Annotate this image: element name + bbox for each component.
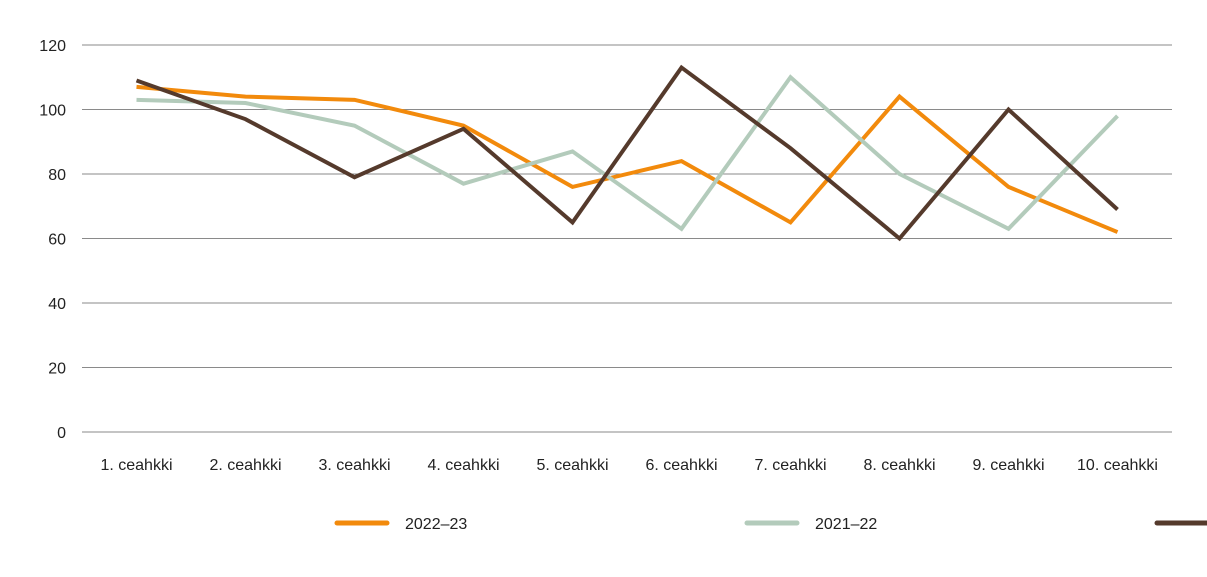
y-tick-label: 60 [48, 232, 66, 249]
series-line-2020–21 [135, 64, 1119, 242]
x-tick-label: 8. ceahkki [863, 457, 935, 474]
x-tick-label: 9. ceahkki [972, 457, 1044, 474]
y-tick-label: 100 [39, 103, 66, 120]
legend-label: 2022–23 [405, 516, 467, 533]
y-tick-label: 20 [48, 361, 66, 378]
x-tick-label: 6. ceahkki [645, 457, 717, 474]
x-tick-label: 3. ceahkki [318, 457, 390, 474]
y-tick-label: 120 [39, 38, 66, 55]
y-tick-label: 80 [48, 167, 66, 184]
x-tick-label: 1. ceahkki [100, 457, 172, 474]
series-line-2021–22 [136, 74, 1119, 232]
x-tick-label: 2. ceahkki [209, 457, 281, 474]
series-line-2022–23 [136, 84, 1119, 234]
x-tick-label: 7. ceahkki [754, 457, 826, 474]
x-tick-label: 4. ceahkki [427, 457, 499, 474]
y-tick-label: 0 [57, 425, 66, 442]
legend-label: 2021–22 [815, 516, 877, 533]
y-tick-label: 40 [48, 296, 66, 313]
x-tick-label: 5. ceahkki [536, 457, 608, 474]
x-tick-label: 10. ceahkki [1077, 457, 1158, 474]
